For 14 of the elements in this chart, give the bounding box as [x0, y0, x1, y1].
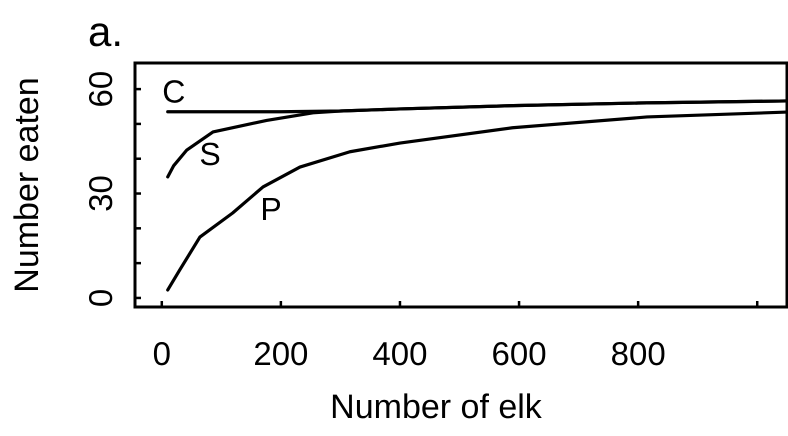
series-label: S [199, 136, 221, 172]
series-label: P [260, 190, 282, 227]
x-tick-label: 0 [152, 335, 171, 372]
y-tick-label: 0 [82, 288, 119, 308]
y-tick-label: 30 [82, 175, 119, 212]
series-label: C [162, 74, 186, 110]
y-tick-label: 60 [82, 70, 119, 108]
chart-title: a. [88, 8, 124, 55]
x-axis-title: Number of elk [330, 388, 543, 426]
x-tick-label: 200 [253, 335, 308, 372]
x-tick-label: 400 [372, 335, 428, 372]
x-tick-label: 600 [492, 335, 547, 372]
y-axis-title: Number eaten [8, 77, 46, 293]
x-tick-label: 800 [610, 335, 666, 372]
